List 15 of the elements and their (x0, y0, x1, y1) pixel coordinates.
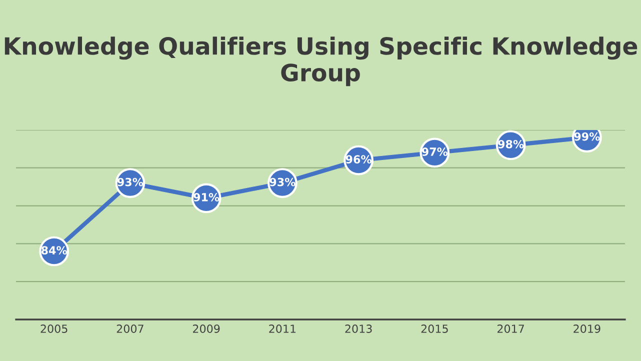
x-tick-label: 2005 (40, 324, 68, 333)
x-tick-label: 2015 (421, 324, 448, 333)
x-tick-label: 2009 (192, 324, 220, 333)
data-label: 84% (41, 246, 68, 254)
x-tick-label: 2017 (497, 324, 524, 333)
x-tick-label: 2019 (574, 324, 600, 333)
data-label: 97% (422, 148, 448, 156)
data-label: 93% (117, 178, 144, 186)
chart-title: Knowledge Qualifiers Using Specific Knowledge Group (4, 36, 638, 86)
x-tick-label: 2013 (345, 324, 372, 333)
data-label: 93% (270, 178, 296, 186)
x-tick-label: 2007 (116, 324, 144, 333)
x-tick-label: 2011 (269, 324, 296, 333)
data-label: 96% (346, 155, 372, 164)
data-label: 99% (574, 132, 600, 141)
